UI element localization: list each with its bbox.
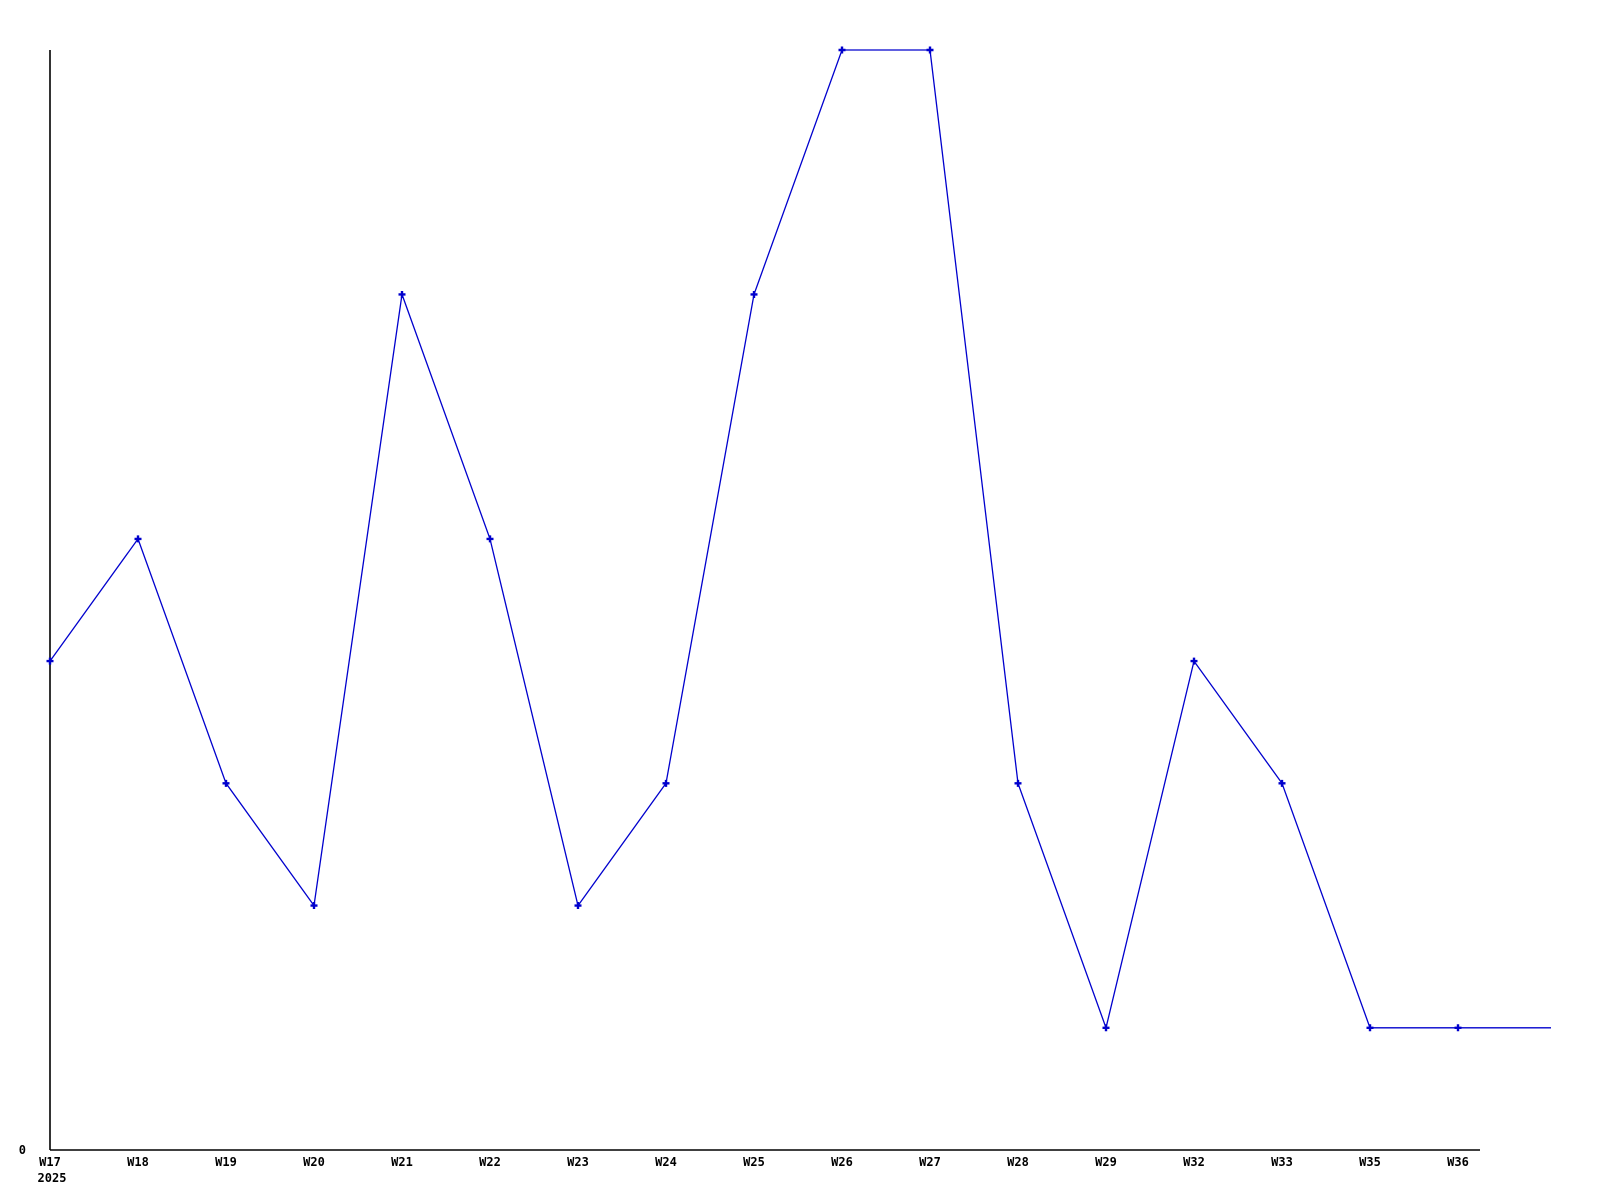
- data-point-marker: [1454, 1024, 1462, 1032]
- data-point-marker: [222, 779, 230, 787]
- x-axis-label: W35: [1359, 1155, 1381, 1169]
- x-axis-label: W25: [743, 1155, 765, 1169]
- data-series-line: [49, 49, 1551, 1031]
- x-axis-label: W23: [567, 1155, 589, 1169]
- x-axis-label: W26: [831, 1155, 853, 1169]
- data-point-marker: [662, 779, 670, 787]
- data-point-marker: [574, 902, 582, 910]
- data-point-marker: [134, 535, 142, 543]
- data-point-marker: [1278, 779, 1286, 787]
- x-axis-label: W33: [1271, 1155, 1293, 1169]
- data-point-marker: [398, 290, 406, 298]
- x-axis-label: W22: [479, 1155, 501, 1169]
- data-point-marker: [750, 290, 758, 298]
- x-axis-label: W27: [919, 1155, 941, 1169]
- data-point-marker: [486, 535, 494, 543]
- data-point-marker: [1014, 779, 1022, 787]
- data-point-marker: [1190, 657, 1198, 665]
- data-point-marker: [1102, 1024, 1110, 1032]
- x-axis-labels: W17 W18 W19 W20 W21 W22 W23 W24 W25 W26 W27 W28 W29 W…: [39, 1155, 1469, 1169]
- x-axis-year-label: 2025: [38, 1171, 67, 1185]
- x-axis-label: W28: [1007, 1155, 1029, 1169]
- data-point-marker: [838, 46, 846, 54]
- x-axis-label: W18: [127, 1155, 149, 1169]
- x-axis-label: W29: [1095, 1155, 1117, 1169]
- data-point-marker: [926, 46, 934, 54]
- data-point-marker: [46, 657, 54, 665]
- x-axis-label: W20: [303, 1155, 325, 1169]
- data-point-marker: [310, 902, 318, 910]
- data-point-marker: [1366, 1024, 1374, 1032]
- x-axis-label: W17: [39, 1155, 61, 1169]
- x-axis-label: W32: [1183, 1155, 1205, 1169]
- x-axis-label: W36: [1447, 1155, 1469, 1169]
- data-point-markers: [46, 46, 1462, 1032]
- x-axis-label: W19: [215, 1155, 237, 1169]
- y-axis-zero-label: 0: [19, 1143, 26, 1157]
- x-axis-label: W21: [391, 1155, 413, 1169]
- x-axis-label: W24: [655, 1155, 677, 1169]
